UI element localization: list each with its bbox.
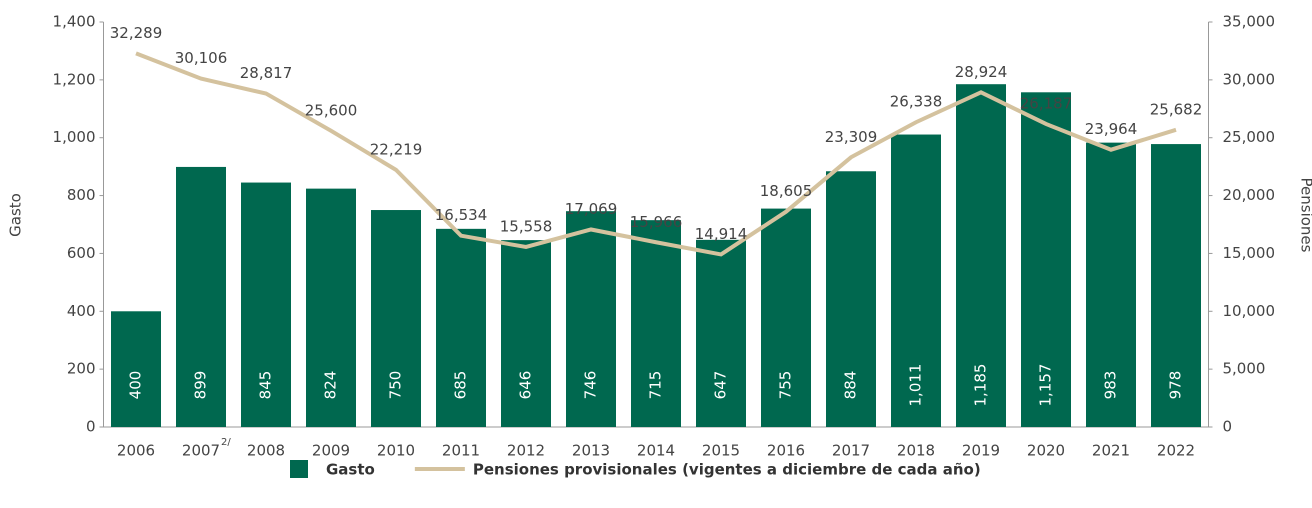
line-value-label: 32,289 [110,24,163,42]
bar [1086,142,1136,427]
bar [176,166,226,428]
x-tick-label: 2012 [507,442,545,460]
y-tick-label: 200 [67,360,96,378]
x-tick-label: 2006 [117,442,155,460]
line-value-label: 15,558 [500,217,553,235]
y-tick-label: 1,400 [53,13,96,31]
line-value-label: 26,187 [1020,94,1073,112]
bar [111,311,161,427]
line-value-label: 28,924 [955,63,1008,81]
y-tick-label: 1,200 [53,70,96,88]
line-value-label: 16,534 [435,206,488,224]
bar [306,188,356,427]
y-tick-label: 0 [86,418,96,436]
line-value-label: 18,605 [760,182,813,200]
line-value-label: 23,964 [1085,120,1138,138]
x-tick-label: 2019 [962,442,1000,460]
y2-tick-label: 35,000 [1223,13,1276,31]
bar [1021,92,1071,428]
y-tick-label: 600 [67,244,96,262]
line-value-label: 30,106 [175,49,228,67]
x-tick-label: 2011 [442,442,480,460]
y2-tick-label: 25,000 [1223,128,1276,146]
y2-tick-label: 15,000 [1223,244,1276,262]
bar-value-label: 400 [127,371,145,400]
y2-tick-label: 20,000 [1223,186,1276,204]
bar [1151,144,1201,428]
legend-label: Pensiones provisionales (vigentes a dici… [473,461,981,479]
bar [436,228,486,427]
x-tick-label: 2020 [1027,442,1065,460]
legend-swatch [290,460,308,478]
x-tick-label: 2010 [377,442,415,460]
line-value-label: 26,338 [890,93,943,111]
bar-value-label: 1,185 [972,364,990,407]
bar [761,208,811,427]
bar-value-label: 983 [1102,371,1120,400]
bar-value-label: 1,157 [1037,364,1055,407]
line-value-label: 22,219 [370,140,423,158]
x-tick-label: 2022 [1157,442,1195,460]
bar [501,240,551,427]
line-value-label: 17,069 [565,200,618,218]
bar-value-label: 715 [647,371,665,400]
y2-axis-title: Pensiones [1298,178,1312,253]
bar-value-label: 978 [1167,371,1185,400]
line-value-label: 25,682 [1150,100,1203,118]
x-tick-label: 2018 [897,442,935,460]
bar-value-label: 845 [257,371,275,400]
bar-value-label: 824 [322,371,340,400]
bar [696,239,746,427]
legend-label: Gasto [326,461,375,479]
line [135,51,1177,257]
bar-value-label: 750 [387,371,405,400]
line-value-label: 23,309 [825,128,878,146]
bar [241,182,291,427]
y2-tick-label: 30,000 [1223,70,1276,88]
y-tick-label: 1,000 [53,128,96,146]
bar-value-label: 1,011 [907,364,925,407]
bar [826,171,876,427]
y-tick-label: 800 [67,186,96,204]
x-tick-label: 2017 [832,442,870,460]
y-axis-title: Gasto [7,193,25,237]
x-tick-label: 2015 [702,442,740,460]
bar-value-label: 884 [842,371,860,400]
y-tick-label: 400 [67,302,96,320]
line-value-label: 15,966 [630,213,683,231]
line-value-label: 25,600 [305,101,358,119]
x-tick-label: 2007 [182,442,220,460]
y2-tick-label: 10,000 [1223,302,1276,320]
x-tick-label: 2021 [1092,442,1130,460]
x-tick-label: 2013 [572,442,610,460]
bar-value-label: 685 [452,371,470,400]
bar-value-label: 899 [192,371,210,400]
bar [371,210,421,427]
bar [956,84,1006,428]
bar-value-label: 755 [777,371,795,400]
x-tick-label: 2009 [312,442,350,460]
bar [891,134,941,427]
line-value-label: 28,817 [240,64,293,82]
bar [631,220,681,427]
bar-value-label: 646 [517,371,535,400]
x-tick-label: 2014 [637,442,675,460]
bar [566,211,616,427]
x-tick-label: 2016 [767,442,805,460]
y2-tick-label: 5,000 [1223,360,1266,378]
line-value-label: 14,914 [695,225,748,243]
bar-value-label: 746 [582,371,600,400]
y2-tick-label: 0 [1223,418,1233,436]
x-tick-label: 2008 [247,442,285,460]
x-tick-superscript: 2/ [221,437,231,448]
bar-value-label: 647 [712,371,730,400]
